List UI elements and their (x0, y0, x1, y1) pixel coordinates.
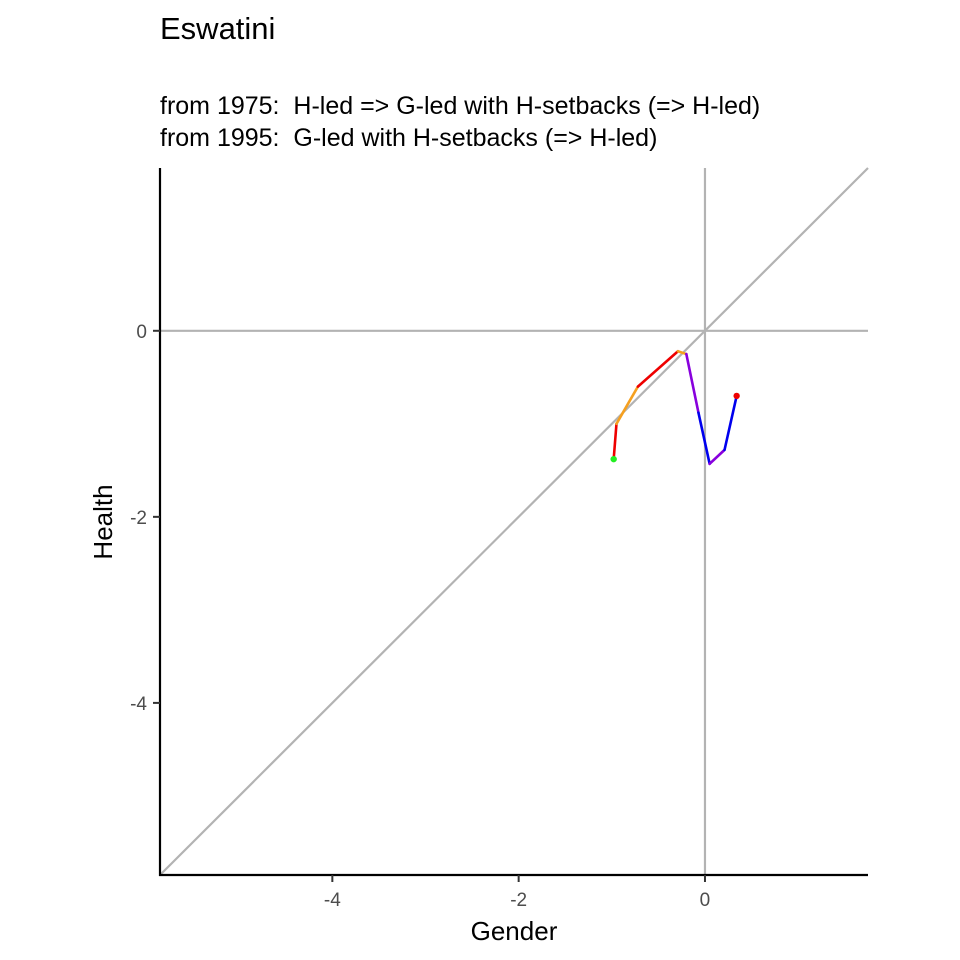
tick-marks: -4 -2 0 0 -2 -4 (130, 322, 710, 911)
y-tick-label: 0 (136, 322, 147, 343)
endpoint-markers (610, 392, 740, 463)
series-segment-5 (685, 352, 700, 414)
subtitle-line-1975: from 1975: H-led => G-led with H-setback… (160, 92, 761, 120)
y-tick-label: -2 (130, 508, 147, 529)
x-axis-title: Gender (471, 916, 558, 946)
chart-title: Eswatini (160, 11, 276, 46)
y-axis-title: Health (88, 484, 118, 559)
series-segment-3 (636, 349, 680, 388)
subtitle-line-1995: from 1995: G-led with H-setbacks (=> H-l… (160, 124, 658, 152)
x-tick-label: -2 (510, 890, 527, 911)
series-segment-1 (612, 422, 618, 461)
series-segment-7 (708, 448, 726, 466)
series-segment-2 (615, 385, 640, 426)
x-tick-label: 0 (700, 890, 711, 911)
reference-lines (159, 167, 869, 876)
series-segment-6 (697, 411, 711, 466)
series-segment-4 (676, 349, 688, 356)
chart-subtitle: from 1975: H-led => G-led with H-setback… (160, 90, 760, 154)
reference-line-diagonal (159, 167, 869, 876)
y-tick-label: -4 (130, 694, 147, 715)
end-point-marker (733, 392, 740, 400)
axes (158, 168, 868, 877)
start-point-marker (610, 455, 617, 463)
series-paths (612, 349, 738, 466)
x-tick-label: -4 (324, 890, 341, 911)
series-segment-8 (723, 394, 738, 452)
